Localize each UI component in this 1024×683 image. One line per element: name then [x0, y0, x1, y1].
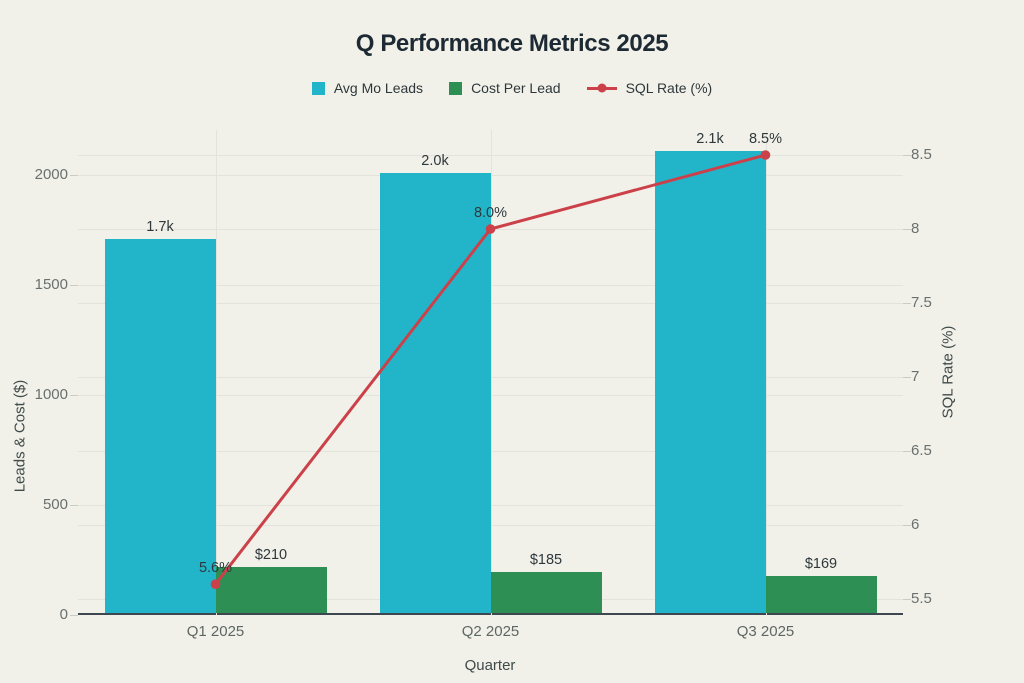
right-tick-mark [903, 303, 911, 304]
right-tick-mark [903, 599, 911, 600]
sql-rate-point [760, 150, 771, 160]
left-tick-label: 1000 [34, 386, 68, 403]
category-label: Q1 2025 [186, 623, 245, 640]
bar-value-label: $210 [254, 546, 288, 563]
bar-value-label: 1.7k [146, 219, 174, 236]
point-value-label: 5.6% [198, 560, 233, 577]
left-tick-label: 500 [42, 496, 68, 513]
category-label: Q3 2025 [736, 623, 795, 640]
point-value-label: 8.5% [748, 131, 783, 147]
sql-rate-line [210, 150, 771, 589]
right-tick-label: 7.5 [911, 294, 932, 311]
right-tick-label: 5.5 [911, 590, 932, 607]
legend-label-cost-per-lead: Cost Per Lead [471, 80, 561, 96]
right-tick-label: 8 [911, 220, 920, 237]
right-tick-mark [903, 377, 911, 378]
left-tick-mark [70, 175, 78, 177]
right-tick-mark [903, 229, 911, 230]
right-tick-label: 7 [911, 368, 920, 385]
bar-cost-per-lead [215, 566, 327, 613]
x-axis-title: Quarter [464, 657, 516, 674]
bar-value-label: $169 [804, 555, 838, 572]
right-tick-label: 6.5 [911, 442, 932, 459]
point-value-label: 8.0% [473, 205, 508, 221]
avg-mo-leads-swatch-icon [311, 81, 325, 95]
legend: Avg Mo Leads Cost Per Lead SQL Rate (%) [0, 80, 1024, 96]
sql-rate-point [210, 579, 221, 589]
legend-item-sql-rate: SQL Rate (%) [586, 80, 713, 96]
left-tick-label: 1500 [34, 276, 68, 294]
right-tick-mark [903, 155, 911, 156]
cost-per-lead-swatch-icon [449, 81, 463, 95]
bar-avg-mo-leads [379, 173, 491, 613]
bar-cost-per-lead [765, 575, 877, 613]
right-tick-mark [903, 525, 911, 526]
gridline-category [215, 130, 217, 615]
left-tick-mark [70, 285, 78, 287]
legend-item-avg-mo-leads: Avg Mo Leads [311, 80, 424, 96]
left-tick-mark [70, 615, 78, 616]
gridline-category [490, 130, 492, 615]
legend-item-cost-per-lead: Cost Per Lead [449, 80, 561, 96]
left-tick-label: 2000 [34, 166, 68, 184]
sql-rate-line-marker-icon [586, 83, 617, 93]
right-tick-label: 6 [911, 516, 920, 533]
sql-rate-dot-icon [597, 83, 607, 93]
gridline-category [765, 130, 767, 615]
left-tick-mark [70, 395, 78, 396]
left-tick-mark [70, 505, 78, 506]
bar-cost-per-lead [490, 572, 602, 613]
bar-avg-mo-leads [104, 239, 216, 613]
right-tick-label: 8.5 [911, 146, 932, 163]
bar-value-label: 2.0k [421, 153, 449, 170]
bar-value-label: $185 [529, 552, 563, 569]
category-label: Q2 2025 [461, 623, 520, 640]
right-tick-mark [903, 451, 911, 452]
legend-label-sql-rate: SQL Rate (%) [625, 80, 713, 96]
legend-label-avg-mo-leads: Avg Mo Leads [333, 80, 424, 96]
left-tick-label: 0 [59, 606, 68, 623]
plot-area [78, 130, 903, 615]
chart-title: Q Performance Metrics 2025 [355, 30, 669, 57]
sql-rate-point [485, 224, 496, 234]
bar-value-label: 2.1k [696, 131, 724, 148]
bar-avg-mo-leads [654, 151, 766, 613]
